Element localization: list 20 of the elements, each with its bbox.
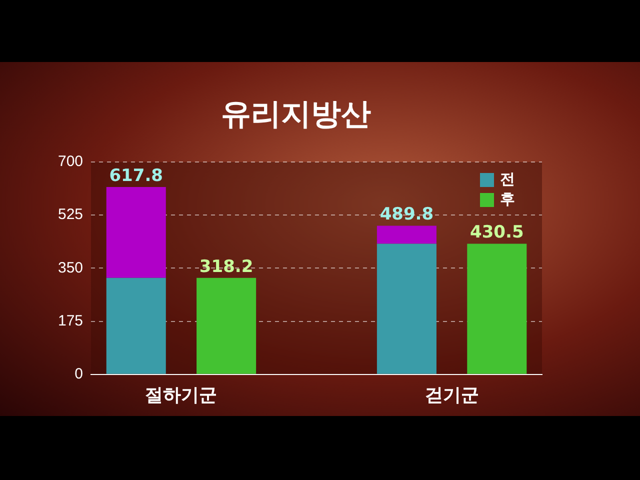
data-label: 430.5 bbox=[470, 222, 524, 243]
y-tick-label: 0 bbox=[74, 366, 84, 383]
y-tick-label: 525 bbox=[58, 206, 84, 224]
y-tick-label: 350 bbox=[58, 259, 84, 276]
legend-label: 후 bbox=[500, 190, 515, 208]
total-label: 489.8 bbox=[380, 204, 434, 225]
y-tick-label: 175 bbox=[58, 312, 84, 330]
bar bbox=[376, 226, 436, 244]
legend-label: 전 bbox=[500, 170, 515, 188]
total-label: 617.8 bbox=[109, 166, 164, 186]
y-tick-label: 700 bbox=[58, 153, 84, 170]
bar bbox=[196, 278, 256, 374]
x-tick-label: 절하기군 bbox=[145, 385, 218, 406]
bar bbox=[467, 244, 527, 374]
bar bbox=[376, 244, 436, 374]
data-label: 318.2 bbox=[199, 256, 254, 277]
x-tick-label: 걷기군 bbox=[424, 385, 479, 406]
chart-title: 유리지방산 bbox=[221, 96, 371, 132]
bar bbox=[106, 186, 166, 278]
bar bbox=[106, 278, 166, 374]
